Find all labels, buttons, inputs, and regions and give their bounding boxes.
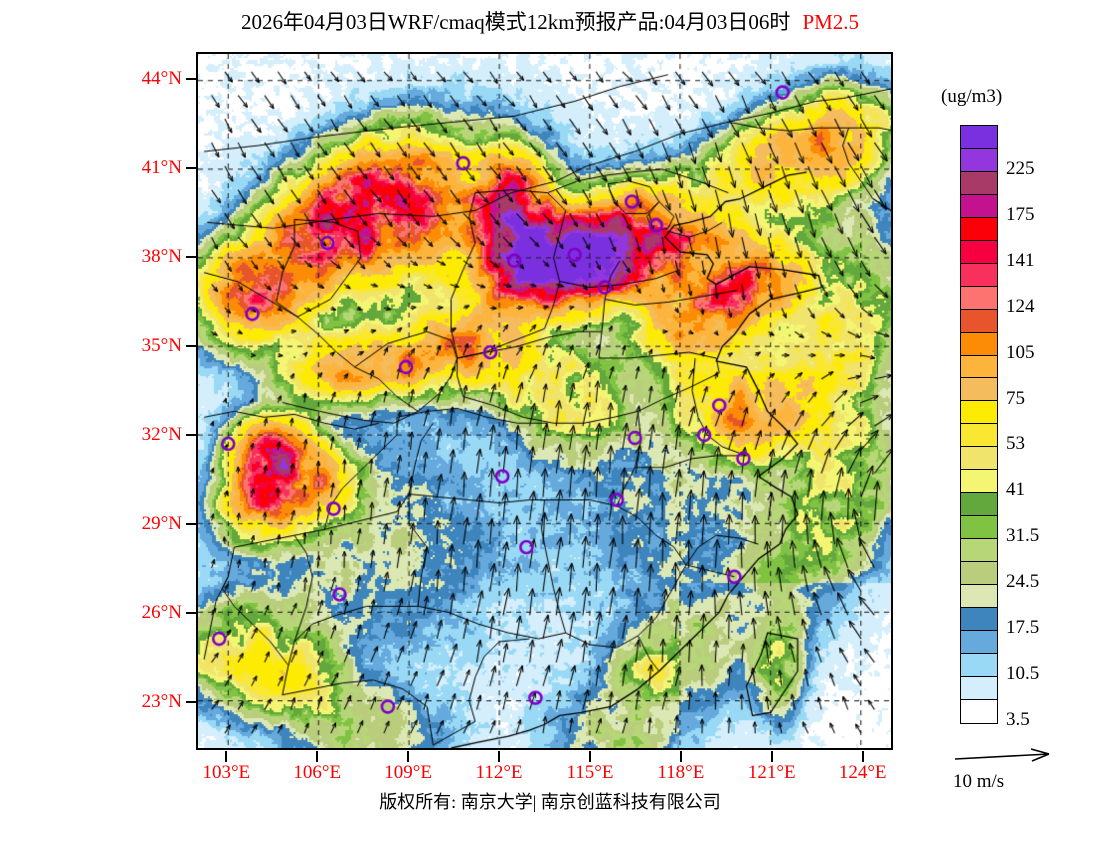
colorbar-band (961, 126, 997, 149)
x-axis-tick (679, 751, 682, 762)
wind-key-label: 10 m/s (953, 771, 1005, 792)
y-axis-tick-label: 26°N (141, 602, 182, 624)
colorbar-tick-label: 141 (1006, 249, 1035, 271)
copyright-notice: 版权所有: 南京大学| 南京创蓝科技有限公司 (379, 792, 721, 812)
x-axis-tick (770, 751, 773, 762)
colorbar-band (961, 653, 997, 677)
y-axis-tick-label: 44°N (141, 67, 182, 89)
colorbar-band (961, 217, 997, 241)
wind-vector-key: 10 m/s (953, 748, 1093, 793)
colorbar-band (961, 263, 997, 287)
colorbar-unit-label: (ug/m3) (941, 86, 1003, 107)
colorbar-band (961, 562, 997, 586)
x-axis-tick (407, 751, 410, 762)
colorbar-band (961, 355, 997, 379)
colorbar-tick-label: 17.5 (1006, 617, 1040, 639)
colorbar-band (961, 493, 997, 517)
x-axis-tick-label: 124°E (838, 762, 887, 783)
x-axis-tick (316, 751, 319, 762)
x-axis-tick (225, 751, 228, 762)
colorbar-band (961, 148, 997, 172)
y-axis-tick-label: 23°N (141, 691, 182, 713)
colorbar-tick-label: 3.5 (1006, 709, 1030, 730)
title-main-text: 2026年04月03日WRF/cmaq模式12km预报产品:04月03日06时 (240, 10, 791, 34)
y-axis-tick-label: 41°N (141, 156, 182, 178)
wind-arrow-icon (954, 748, 1050, 762)
colorbar-tick-label: 10.5 (1006, 663, 1040, 685)
colorbar-tick-label: 31.5 (1006, 525, 1040, 547)
colorbar-band (961, 539, 997, 563)
title-species-text: PM2.5 (802, 10, 860, 34)
y-axis-tick-label: 38°N (141, 245, 182, 267)
x-axis-tick-label: 121°E (747, 762, 796, 783)
x-axis-tick-label: 109°E (384, 762, 432, 783)
colorbar-band (961, 286, 997, 310)
x-axis-tick-label: 115°E (566, 762, 614, 783)
chart-title: 2026年04月03日WRF/cmaq模式12km预报产品:04月03日06时 P… (0, 6, 1100, 36)
x-axis-tick-label: 106°E (293, 762, 342, 783)
y-axis-tick-label: 35°N (141, 335, 182, 357)
x-axis-tick (588, 751, 591, 762)
colorbar-band (961, 378, 997, 402)
colorbar-tick-label: 41 (1006, 479, 1025, 501)
colorbar-band (961, 516, 997, 540)
colorbar-band (961, 630, 997, 654)
x-axis-tick-label: 103°E (202, 762, 251, 783)
colorbar-tick-label: 175 (1006, 203, 1035, 225)
colorbar-band (961, 699, 997, 723)
colorbar-tick-label: 124 (1006, 295, 1035, 317)
colorbar-band (961, 676, 997, 700)
colorbar-band (961, 332, 997, 356)
y-axis-tick-label: 29°N (141, 513, 182, 535)
colorbar-band (961, 470, 997, 494)
colorbar-band (961, 309, 997, 333)
colorbar-band (961, 585, 997, 609)
colorbar-tick-label: 75 (1006, 387, 1025, 409)
colorbar-band (961, 401, 997, 425)
x-axis-tick (498, 751, 501, 762)
colorbar-tick-label: 105 (1006, 341, 1035, 363)
colorbar-tick-label: 53 (1006, 433, 1025, 455)
colorbar-band (961, 194, 997, 218)
colorbar-band (961, 240, 997, 264)
colorbar-band (961, 608, 997, 631)
x-axis-tick-label: 112°E (475, 762, 523, 783)
pm25-concentration-map (198, 54, 891, 748)
x-axis-tick-label: 118°E (657, 762, 705, 783)
x-axis-tick (861, 751, 864, 762)
colorbar-band (961, 447, 997, 471)
map-plot-area[interactable] (196, 52, 893, 750)
colorbar-tick-label: 24.5 (1006, 571, 1040, 593)
colorbar-band (961, 424, 997, 448)
y-axis-tick-label: 32°N (141, 424, 182, 446)
colorbar-tick-label: 225 (1006, 157, 1035, 179)
colorbar-band (961, 171, 997, 195)
colorbar[interactable] (960, 125, 998, 724)
